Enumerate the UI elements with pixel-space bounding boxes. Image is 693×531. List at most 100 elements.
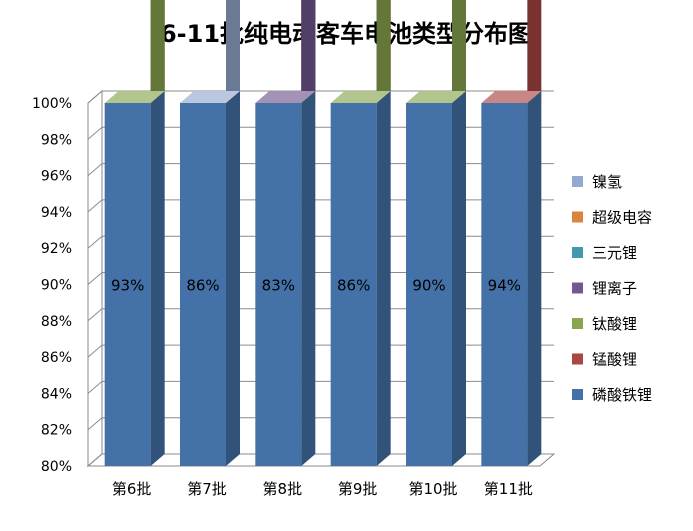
bar-segment [255,91,316,466]
y-tick-label: 96% [41,169,72,185]
bar-segment [104,91,165,466]
bar-segment [150,0,165,103]
gridline [87,308,554,322]
gridline [87,199,554,213]
legend-item: 超级电容 [572,209,652,227]
bar-side [452,91,466,466]
gridline [87,163,554,176]
legend-swatch [572,211,583,223]
gridline [87,90,554,104]
bar-top [481,91,542,103]
bar-segment [406,91,466,466]
legend-swatch [572,318,583,329]
bar-front [180,103,226,466]
legend-label: 钛酸锂 [592,315,637,333]
bar-side [301,0,316,103]
gridline [87,380,554,394]
gridlines [87,90,554,467]
bar-side [150,0,165,103]
y-tick-label: 82% [41,423,72,439]
data-label: 86% [186,277,219,295]
chart-title: 6-11批纯电动客车电池类型分布图 [160,20,532,48]
bar-top [255,91,316,103]
bar-side [452,0,466,103]
x-tick-label: 第10批 [408,480,457,498]
bar-front [481,103,528,466]
legend-label: 超级电容 [592,209,652,227]
bar-side [226,0,240,103]
legend-item: 钛酸锂 [572,315,637,333]
legend-swatch [572,389,583,400]
bar-segment [452,0,466,103]
y-tick-label: 90% [41,278,72,294]
x-tick-label: 第8批 [263,480,303,498]
bar-segment [330,91,391,466]
data-label: 83% [262,277,295,295]
y-tick-label: 94% [41,205,72,221]
gridline [87,344,554,358]
legend-label: 锂离子 [592,280,637,298]
bar-side [150,91,165,466]
bar-side [376,0,391,103]
y-tick-label: 88% [41,314,72,330]
bar-segment [527,0,542,103]
y-tick-label: 86% [41,350,72,366]
bar-front [330,103,377,466]
bar-side [301,91,316,466]
bar-segment [226,0,240,103]
legend-swatch [572,282,583,294]
y-tick-label: 92% [41,241,72,257]
gridline [87,453,554,467]
legend-swatch [572,353,583,365]
bar-top [180,91,240,103]
bar-segment [481,91,542,466]
legend-label: 三元锂 [592,244,637,262]
legend-item: 三元锂 [572,244,637,262]
legend-swatch [572,176,583,187]
bar-side [226,91,240,466]
data-label: 94% [488,277,521,295]
legend-swatch [572,247,583,258]
data-label: 90% [412,277,445,295]
data-label: 93% [111,277,144,295]
data-label: 86% [337,277,370,295]
x-tick-label: 第6批 [112,480,152,498]
bar-segment [180,91,240,466]
bar-front [406,103,452,466]
gridline [87,272,554,285]
legend-item: 镍氢 [572,173,622,191]
gridline [87,126,554,140]
bar-front [255,103,302,466]
legend-label: 镍氢 [592,173,622,191]
bar-side [527,0,542,103]
y-tick-label: 100% [32,96,72,112]
x-axis-ticks: 第6批 第7批 第8批 第9批 第10批 第11批 [112,480,533,498]
bar-front [104,103,151,466]
y-axis-ticks: 80% 82% 84% 86% 88% 90% 92% 94% 96% 98% 100% [32,96,89,475]
bar-side [527,91,542,466]
bar-segment [376,0,391,103]
legend-item: 锂离子 [572,280,637,298]
data-labels: 93%6%2%86%10%3%1%1%83%12%3%2%86%12%2%90%… [111,277,521,295]
x-tick-label: 第9批 [338,480,378,498]
gridline [87,417,554,431]
legend-item: 锰酸锂 [572,351,637,369]
legend-item: 磷酸铁锂 [572,386,652,404]
x-tick-label: 第7批 [187,480,227,498]
bar-top [406,91,466,103]
bar-top [104,91,165,103]
bar-top [330,91,391,103]
legend-label: 磷酸铁锂 [592,386,652,404]
legend-label: 锰酸锂 [592,351,637,369]
bars [104,0,542,466]
y-tick-label: 98% [41,132,72,148]
bar-segment [301,0,316,103]
gridline [87,235,554,249]
y-tick-label: 84% [41,386,72,402]
bar-side [376,91,391,466]
x-tick-label: 第11批 [484,480,533,498]
y-tick-label: 80% [41,459,72,475]
